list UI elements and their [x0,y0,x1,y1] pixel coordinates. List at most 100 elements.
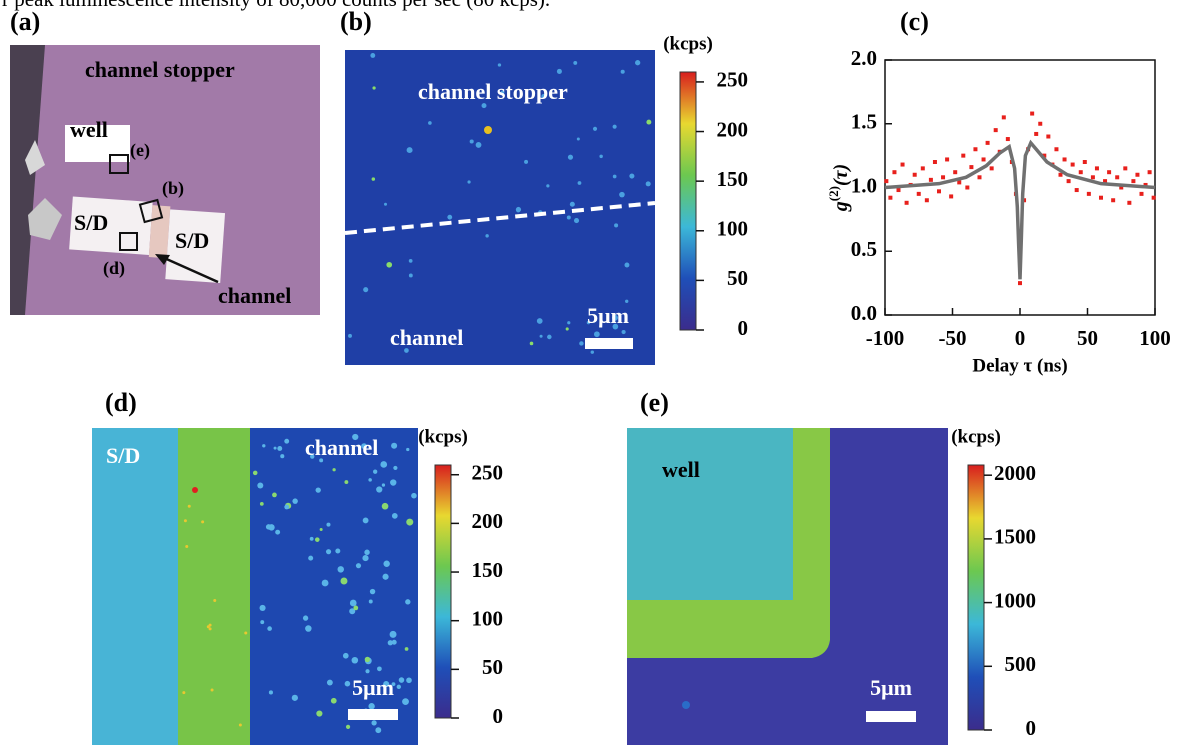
emitter-spot [411,493,417,499]
emitter-spot [566,327,569,330]
emitter-spot [260,620,264,624]
emitter-spot [646,120,651,125]
emitter-spot [591,350,594,353]
emitter-spot [274,447,277,450]
colorbar [435,465,451,718]
colorbar-tick-label: 150 [472,558,504,582]
emitter-spot [557,69,562,74]
emitter-spot [382,574,388,580]
emitter-spot [485,234,488,237]
x-tick-label: 50 [1077,326,1098,350]
emitter-spot [188,505,191,508]
emitter-spot [619,192,625,198]
emitter-spot [484,126,492,134]
data-point [1087,192,1091,196]
emitter-spot [280,454,284,458]
data-point [1091,175,1095,179]
emitter-spot [182,691,185,694]
emitter-spot [368,478,372,482]
colorbar-tick-label: 1000 [994,588,1036,612]
data-point [953,170,957,174]
data-point [1152,196,1156,200]
emitter-spot [399,677,405,683]
scale-label: 5μm [587,303,629,328]
region-label: channel stopper [418,79,568,104]
emitter-spot [594,331,600,337]
emitter-spot [303,615,308,620]
data-point [1148,170,1152,174]
emitter-spot [376,486,382,492]
emitter-spot [498,63,501,66]
y-tick-label: 1.0 [851,173,877,197]
emitter-spot [266,524,271,529]
emitter-spot [305,625,311,631]
scale-label: 5μm [352,675,394,700]
emitter-spot [260,605,266,611]
scale-bar [585,338,633,349]
data-point [1030,112,1034,116]
emitter-spot [372,177,375,180]
marker-label: (b) [162,178,184,199]
y-axis-label-base: g [830,201,852,212]
emitter-spot [356,563,361,568]
emitter-spot [577,137,580,140]
x-axis-label: Delay τ (ns) [972,355,1067,376]
colorbar-tick-label: 0 [738,316,749,340]
data-point [1034,132,1038,136]
scale-bar [866,711,916,722]
emitter-spot [353,606,358,611]
data-point [1063,157,1067,161]
emitter-spot [184,519,187,522]
emitter-spot [348,334,352,338]
emitter-spot [262,444,265,447]
emitter-spot [372,86,375,89]
data-point [913,173,917,177]
emitter-spot [407,147,413,153]
emitter-spot [578,181,582,185]
x-tick-label: 0 [1015,326,1026,350]
data-point [1135,173,1139,177]
x-tick-label: 100 [1139,326,1171,350]
data-point [961,154,965,158]
colorbar-unit: (kcps) [951,426,1001,447]
y-axis-label: g(2)(τ) [826,164,852,212]
emitter-spot [332,468,335,471]
colorbar-tick-label: 50 [482,655,503,679]
emitter-spot [405,647,409,651]
emitter-spot [316,487,321,492]
data-point [905,201,909,205]
data-point [949,194,953,198]
emitter-spot [382,503,389,510]
colorbar-tick-label: 0 [1026,716,1037,740]
emitter-spot [322,580,329,587]
emitter-spot [386,262,392,268]
emitter-spot [406,677,412,683]
data-point [945,157,949,161]
emitter-spot [239,724,242,727]
emitter-spot [547,335,552,340]
data-point [1038,122,1042,126]
emitter-spot [284,439,289,444]
emitter-spot [406,448,409,451]
colorbar-tick-label: 2000 [994,461,1036,485]
data-point [901,163,905,167]
panel-label: (a) [10,7,40,36]
data-point [1127,201,1131,205]
colorbar-tick-label: 200 [472,509,504,533]
region-label: well [70,117,108,142]
emitter-spot [308,556,313,561]
emitter-spot [320,528,323,531]
emitter-spot [390,479,396,485]
region-label: well [662,457,700,482]
caption-fragment: r peak luminescence intensity of 80,000 … [2,0,550,11]
emitter-spot [185,545,188,548]
emitter-spot [568,155,573,160]
emitter-spot [352,657,359,664]
y-tick-label: 0.0 [851,301,877,325]
colorbar-unit: (kcps) [418,426,468,447]
emitter-spot [397,685,401,689]
emitter-spot [573,61,577,65]
data-point [990,166,994,170]
data-point [929,178,933,182]
emitter-spot [380,461,387,468]
